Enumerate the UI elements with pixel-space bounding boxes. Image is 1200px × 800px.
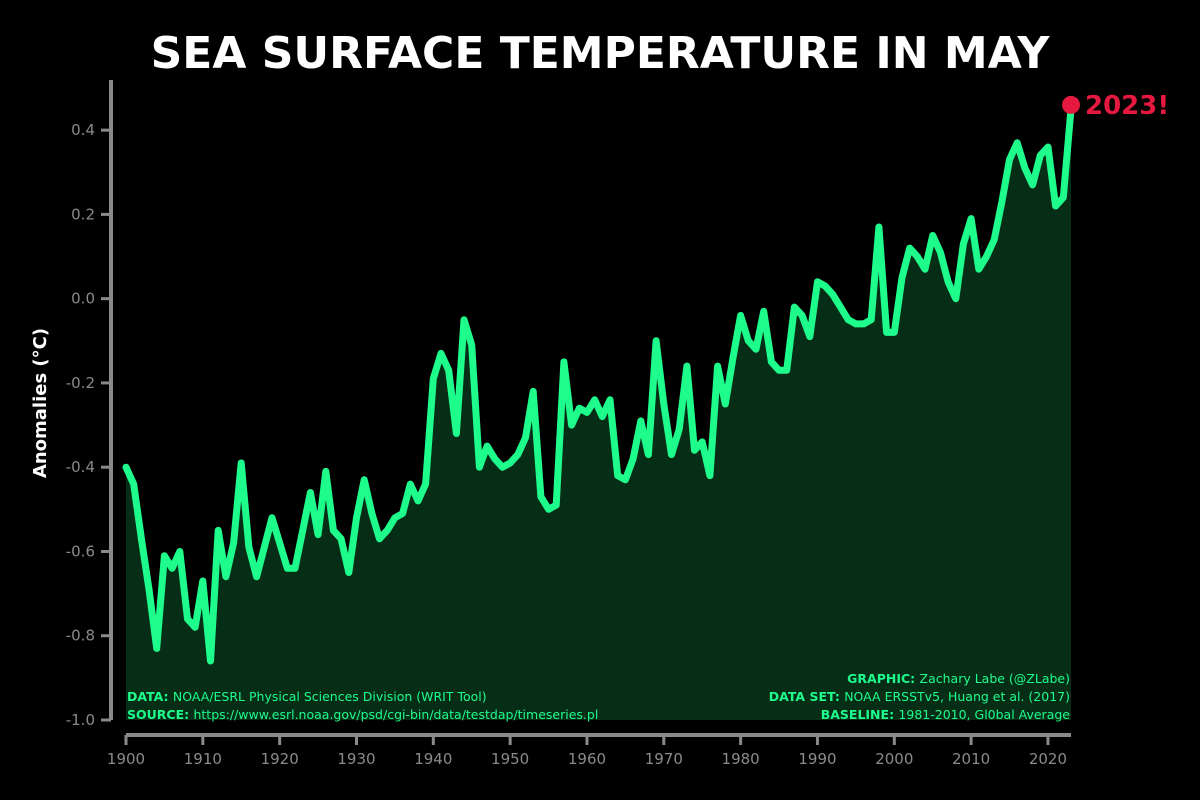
y-tick-label: -0.8 [66, 627, 95, 645]
axes: -1.0 -0.8 -0.6 -0.4 -0.2 0.0 0.2 0.4 1900 1910 192… [66, 80, 1071, 768]
credit-left-0: DATA: NOAA/ESRL Physical Sciences Divisi… [127, 689, 487, 704]
highlight-marker [1062, 95, 1080, 114]
chart-title: SEA SURFACE TEMPERATURE IN MAY [151, 28, 1051, 79]
credit-right-2: BASELINE: 1981-2010, Gl0bal Average [821, 707, 1071, 722]
y-axis-label: Anomalies (°C) [30, 328, 51, 478]
credit-right-1: DATA SET: NOAA ERSSTv5, Huang et al. (20… [769, 689, 1070, 704]
credits: DATA: NOAA/ESRL Physical Sciences Divisi… [127, 671, 1070, 722]
x-tick-label: 1980 [722, 750, 760, 768]
y-tick-label: -1.0 [66, 711, 95, 729]
credit-left-1-value: https://www.esrl.noaa.gov/psd/cgi-bin/da… [193, 707, 598, 722]
x-tick-label: 1970 [645, 750, 683, 768]
x-tick-label: 1940 [414, 750, 452, 768]
x-tick-label: 1960 [568, 750, 606, 768]
credit-right-0-value: Zachary Labe (@ZLabe) [920, 671, 1070, 686]
y-tick-label: 0.2 [71, 205, 95, 223]
series-line [122, 105, 1075, 665]
credit-right-2-value: 1981-2010, Gl0bal Average [898, 707, 1070, 722]
credit-left-1: SOURCE: https://www.esrl.noaa.gov/psd/cg… [127, 707, 598, 722]
credit-left-1-key: SOURCE: [127, 707, 193, 722]
credit-right-0-key: GRAPHIC: [847, 671, 919, 686]
credit-right-1-key: DATA SET: [769, 689, 844, 704]
y-tick-label: 0.4 [71, 121, 95, 139]
x-tick-label: 1950 [491, 750, 529, 768]
credit-right-0: GRAPHIC: Zachary Labe (@ZLabe) [847, 671, 1070, 686]
x-tick-label: 1900 [107, 750, 145, 768]
y-tick-label: -0.4 [66, 458, 95, 476]
y-tick-label: -0.6 [66, 542, 95, 560]
plot-area: 2023! [122, 91, 1169, 721]
credit-right-1-value: NOAA ERSSTv5, Huang et al. (2017) [844, 689, 1070, 704]
x-tick-label: 1910 [184, 750, 222, 768]
x-tick-label: 2000 [875, 750, 913, 768]
y-tick-label: -0.2 [66, 374, 95, 392]
x-tick-label: 1920 [261, 750, 299, 768]
credit-left-0-value: NOAA/ESRL Physical Sciences Division (WR… [173, 689, 487, 704]
x-tick-label: 2020 [1029, 750, 1067, 768]
x-tick-label: 2010 [952, 750, 990, 768]
credit-left-0-key: DATA: [127, 689, 173, 704]
x-tick-label: 1930 [337, 750, 375, 768]
highlight-label: 2023! [1085, 91, 1169, 121]
y-tick-label: 0.0 [71, 290, 95, 308]
credit-right-2-key: BASELINE: [821, 707, 899, 722]
x-tick-label: 1990 [798, 750, 836, 768]
